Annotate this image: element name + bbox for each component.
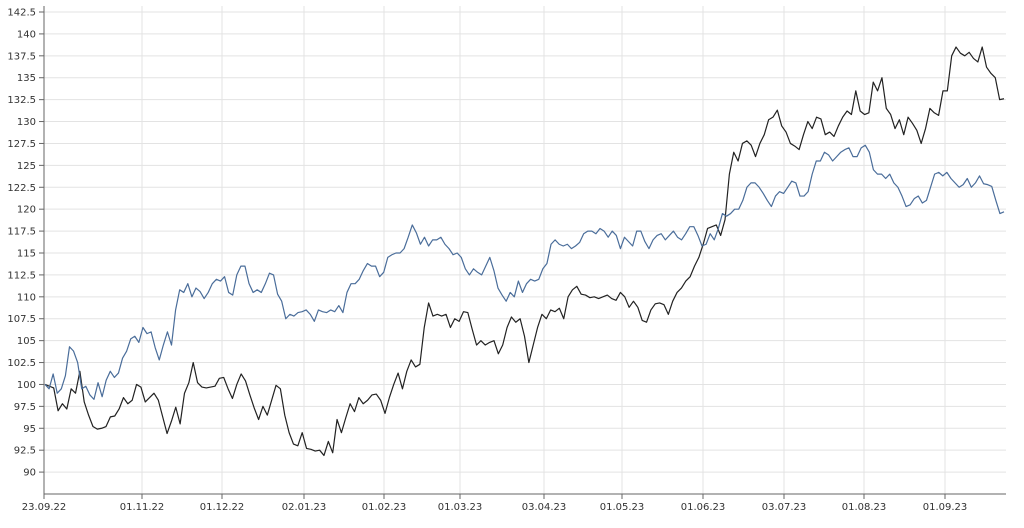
y-tick-label: 100 <box>17 380 36 391</box>
y-tick-label: 115 <box>17 249 36 260</box>
x-tick-label: 01.12.22 <box>200 502 245 513</box>
y-tick-label: 127.5 <box>7 139 36 150</box>
y-tick-label: 140 <box>17 29 36 40</box>
x-tick-label: 01.03.23 <box>438 502 483 513</box>
x-tick-label: 01.08.23 <box>842 502 887 513</box>
x-tick-label: 01.06.23 <box>681 502 726 513</box>
x-tick-label: 02.01.23 <box>282 502 327 513</box>
y-tick-label: 132.5 <box>7 95 36 106</box>
y-tick-label: 122.5 <box>7 183 36 194</box>
y-tick-label: 110 <box>17 292 36 303</box>
y-tick-label: 142.5 <box>7 8 36 19</box>
series-line-1 <box>44 46 1005 457</box>
y-tick-label: 97.5 <box>14 402 36 413</box>
x-tick-label: 23.09.22 <box>22 502 67 513</box>
y-tick-label: 137.5 <box>7 51 36 62</box>
y-tick-label: 135 <box>17 73 36 84</box>
x-tick-label: 01.09.23 <box>923 502 968 513</box>
axes <box>39 6 1006 499</box>
grid-lines <box>43 6 1006 494</box>
tick-labels: 142.5 140 137.5 135 132.5 130 127.5 125 122.5 120… <box>7 8 967 514</box>
y-tick-label: 107.5 <box>7 314 36 325</box>
y-tick-label: 120 <box>17 205 36 216</box>
y-tick-label: 130 <box>17 117 36 128</box>
series-lines <box>44 46 1005 457</box>
y-tick-label: 125 <box>17 161 36 172</box>
y-tick-label: 112.5 <box>7 270 36 281</box>
series-line-2 <box>44 144 1005 400</box>
y-tick-label: 102.5 <box>7 358 36 369</box>
y-tick-label: 90 <box>23 468 36 479</box>
x-tick-label: 03.07.23 <box>762 502 807 513</box>
x-tick-label: 03.04.23 <box>522 502 567 513</box>
y-tick-label: 92.5 <box>14 446 36 457</box>
y-tick-label: 105 <box>17 336 36 347</box>
x-tick-label: 01.05.23 <box>600 502 645 513</box>
y-tick-label: 95 <box>23 424 36 435</box>
x-tick-label: 01.11.22 <box>120 502 165 513</box>
x-tick-label: 01.02.23 <box>362 502 407 513</box>
y-tick-label: 117.5 <box>7 227 36 238</box>
